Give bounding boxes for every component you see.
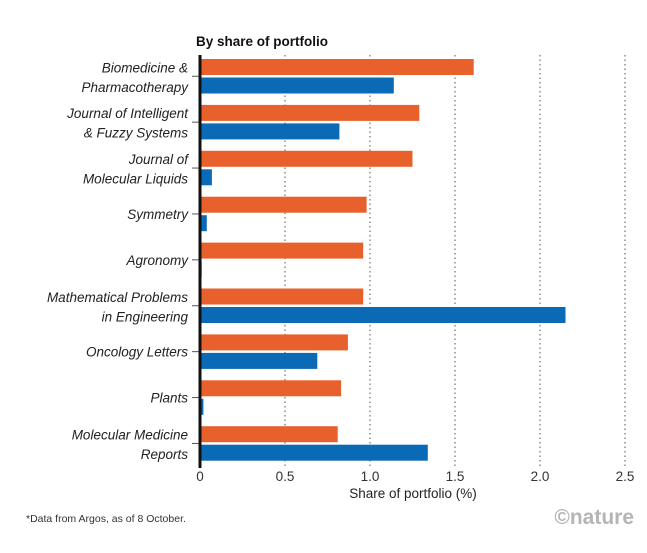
- category-label: Symmetry: [127, 207, 189, 222]
- orange-bar: [200, 426, 338, 443]
- x-axis-label: Share of portfolio (%): [349, 486, 477, 501]
- orange-bar: [200, 59, 474, 75]
- orange-bar: [200, 196, 367, 213]
- orange-bar: [200, 150, 413, 167]
- footnote: *Data from Argos, as of 8 October.: [26, 513, 186, 525]
- category-label: Journal of: [128, 152, 190, 167]
- nature-logo: ©nature: [554, 506, 634, 529]
- category-label: Mathematical Problems: [47, 290, 188, 305]
- orange-bar: [200, 334, 348, 351]
- category-label: Journal of Intelligent: [66, 106, 189, 121]
- orange-bar: [200, 242, 364, 259]
- category-label: Agronomy: [125, 253, 189, 268]
- category-label: Pharmacotherapy: [81, 80, 189, 95]
- blue-bar: [200, 123, 340, 140]
- x-tick-label: 1.5: [446, 469, 465, 484]
- category-label: Molecular Medicine: [72, 427, 188, 442]
- blue-bar: [200, 398, 204, 415]
- blue-bar: [200, 169, 212, 186]
- x-tick-label: 2.0: [531, 469, 550, 484]
- orange-bar: [200, 288, 364, 305]
- category-label: in Engineering: [102, 309, 189, 324]
- category-label: & Fuzzy Systems: [84, 126, 189, 141]
- category-label: Oncology Letters: [86, 345, 188, 360]
- blue-bar: [200, 77, 394, 94]
- x-tick-label: 0.5: [276, 469, 295, 484]
- x-tick-label: 1.0: [361, 469, 380, 484]
- orange-bar: [200, 380, 342, 397]
- blue-bar: [200, 307, 566, 323]
- chart-title: By share of portfolio: [196, 34, 328, 49]
- blue-bar: [200, 444, 428, 461]
- category-label: Plants: [150, 391, 188, 406]
- category-label: Biomedicine &: [102, 60, 188, 75]
- x-tick-label: 2.5: [616, 469, 635, 484]
- blue-bar: [200, 352, 318, 369]
- category-label: Reports: [141, 447, 189, 462]
- blue-bar: [200, 215, 207, 232]
- category-label: Molecular Liquids: [83, 172, 188, 187]
- x-tick-label: 0: [196, 469, 204, 484]
- orange-bar: [200, 104, 420, 121]
